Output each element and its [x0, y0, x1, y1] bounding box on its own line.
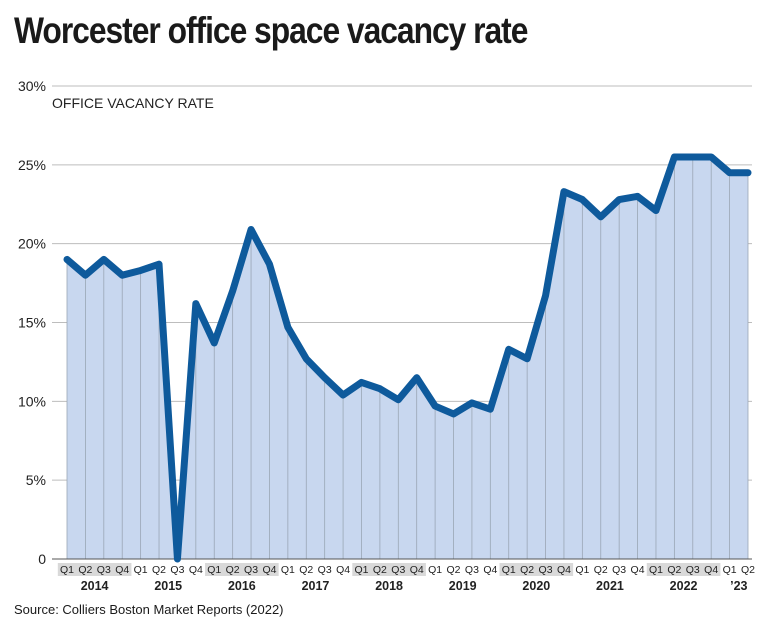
y-tick-label: 20%: [18, 236, 46, 252]
quarter-label: Q3: [465, 564, 479, 576]
year-label: 2016: [228, 579, 256, 593]
quarter-label: Q2: [667, 564, 681, 576]
year-label: 2021: [596, 579, 624, 593]
quarter-band: [646, 563, 721, 576]
quarter-label: Q3: [391, 564, 405, 576]
year-label: 2014: [81, 579, 109, 593]
quarter-label: Q4: [631, 564, 645, 576]
quarter-label: Q4: [189, 564, 203, 576]
quarter-label: Q2: [373, 564, 387, 576]
quarter-label: Q1: [354, 564, 368, 576]
quarter-label: Q1: [502, 564, 516, 576]
source-note: Source: Colliers Boston Market Reports (…: [14, 602, 284, 617]
quarter-label: Q1: [281, 564, 295, 576]
quarter-label: Q3: [318, 564, 332, 576]
quarter-label: Q3: [244, 564, 258, 576]
quarter-label: Q1: [723, 564, 737, 576]
quarter-band: [57, 563, 132, 576]
quarter-label: Q2: [78, 564, 92, 576]
year-label: 2015: [154, 579, 182, 593]
y-tick-label: 30%: [18, 78, 46, 94]
y-axis-labels: 0 5% 10% 15% 20% 25% 30%: [18, 78, 46, 567]
year-label: 2019: [449, 579, 477, 593]
chart-subtitle: OFFICE VACANCY RATE: [52, 95, 214, 111]
line-layer: [63, 153, 752, 563]
quarter-labels: Q1 Q2 Q3 Q4 Q1 Q2 Q3 Q4 Q1 Q2 Q3 Q4 Q1 Q2 Q3 Q4 Q1 Q2 Q3 Q4…: [60, 564, 755, 576]
year-labels: 2014 2015 2016 2017 2018 2019 2020 2021 2022 ’23: [81, 579, 748, 593]
quarter-label: Q3: [539, 564, 553, 576]
quarter-label: Q4: [557, 564, 571, 576]
area-fill-layer: [67, 156, 748, 559]
quarter-label: Q3: [686, 564, 700, 576]
quarter-label-bands: [57, 563, 721, 576]
chart-title: Worcester office space vacancy rate: [14, 10, 528, 51]
quarter-label: Q4: [704, 564, 718, 576]
quarter-label: Q4: [336, 564, 350, 576]
quarter-label: Q2: [447, 564, 461, 576]
quarter-label: Q4: [410, 564, 424, 576]
quarter-label: Q1: [207, 564, 221, 576]
quarter-label: Q2: [520, 564, 534, 576]
year-label: ’23: [730, 579, 747, 593]
quarter-label: Q2: [299, 564, 313, 576]
quarter-label: Q2: [741, 564, 755, 576]
year-label: 2020: [522, 579, 550, 593]
quarter-label: Q2: [594, 564, 608, 576]
quarter-label: Q4: [262, 564, 276, 576]
y-tick-label: 5%: [26, 472, 46, 488]
y-tick-label: 15%: [18, 315, 46, 331]
year-label: 2022: [670, 579, 698, 593]
quarter-label: Q1: [60, 564, 74, 576]
quarter-band: [352, 563, 426, 576]
y-tick-label: 0: [38, 551, 46, 567]
quarter-label: Q2: [226, 564, 240, 576]
y-tick-label: 25%: [18, 157, 46, 173]
quarter-label: Q2: [152, 564, 166, 576]
quarter-label: Q3: [612, 564, 626, 576]
quarter-band: [205, 563, 279, 576]
quarter-label: Q1: [649, 564, 663, 576]
quarter-label: Q3: [97, 564, 111, 576]
quarter-label: Q1: [575, 564, 589, 576]
series-line: [63, 153, 752, 563]
quarter-dividers: [52, 156, 752, 560]
quarter-band: [499, 563, 574, 576]
quarter-label: Q4: [115, 564, 129, 576]
y-tick-label: 10%: [18, 393, 46, 409]
year-label: 2018: [375, 579, 403, 593]
area-fill: [67, 156, 748, 559]
quarter-label: Q1: [428, 564, 442, 576]
year-label: 2017: [302, 579, 330, 593]
quarter-label: Q3: [170, 564, 184, 576]
quarter-label: Q1: [134, 564, 148, 576]
quarter-label: Q4: [483, 564, 497, 576]
